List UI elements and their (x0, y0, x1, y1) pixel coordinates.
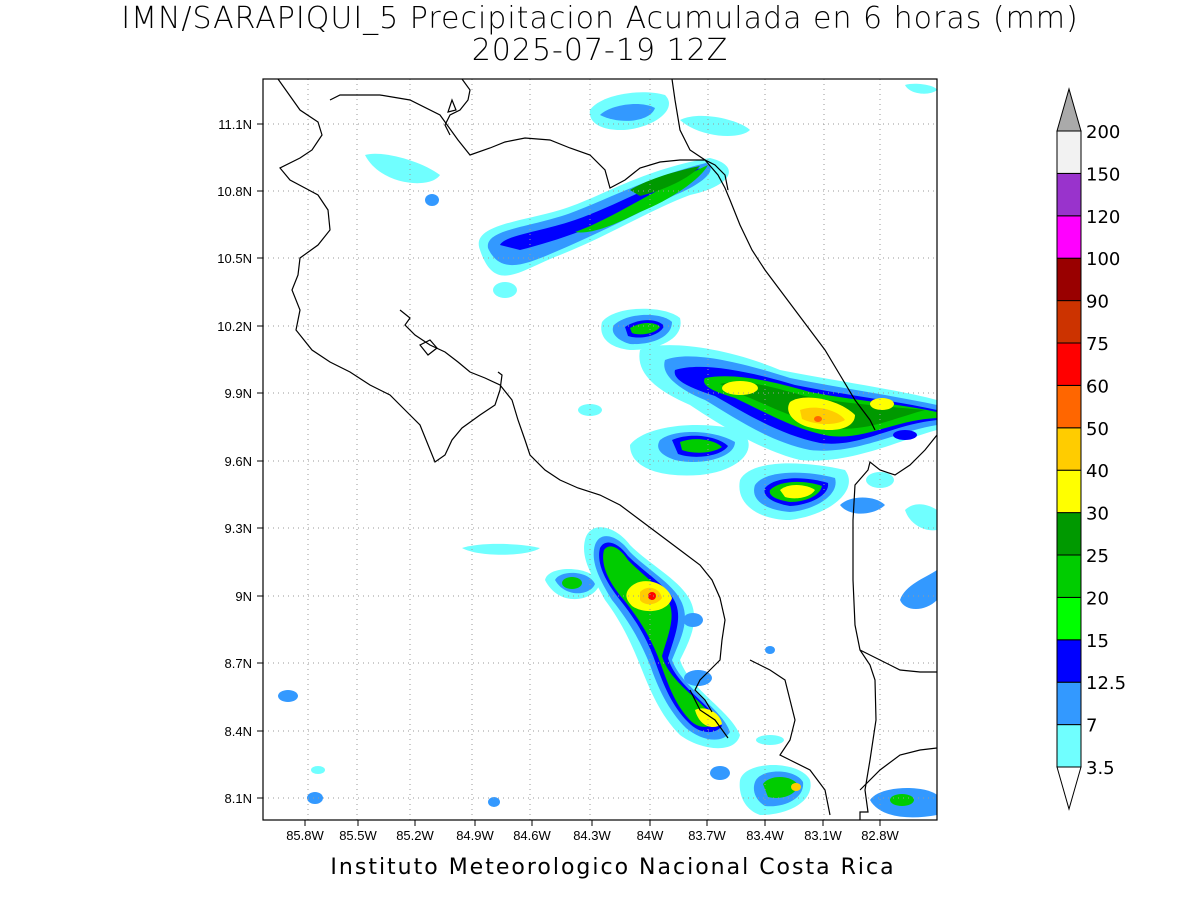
latitude-tick-labels: 11.1N 10.8N 10.5N 10.2N 9.9N 9.6N 9.3N 9… (217, 117, 263, 806)
colorbar-swatch (1056, 681, 1082, 726)
lat-label: 9.3N (225, 521, 252, 536)
colorbar-swatch (1056, 215, 1082, 259)
longitude-tick-labels: 85.8W 85.5W 85.2W 84.9W 84.6W 84.3W 84W … (286, 820, 900, 843)
colorbar-label: 20 (1086, 588, 1109, 609)
colorbar-swatch (1056, 300, 1082, 344)
colorbar-label: 100 (1086, 249, 1120, 270)
colorbar-label: 90 (1086, 292, 1109, 313)
colorbar-label: 75 (1086, 334, 1109, 355)
colorbar-label: 40 (1086, 461, 1109, 482)
lat-label: 8.1N (225, 791, 252, 806)
colorbar-swatch (1056, 596, 1082, 641)
lat-lon-grid (263, 79, 937, 820)
colorbar-swatch (1056, 724, 1082, 768)
colorbar-swatch (1056, 427, 1082, 471)
colorbar-label: 200 (1086, 122, 1120, 143)
lat-label: 8.7N (225, 656, 252, 671)
lat-label: 9N (235, 589, 252, 604)
colorbar-swatch (1056, 384, 1082, 429)
plot-frame (262, 78, 938, 821)
map-subtitle-date: 2025-07-19 12Z (471, 33, 729, 68)
colorbar-swatch (1056, 554, 1082, 598)
colorbar-legend: 3.5 7 12.5 15 20 25 30 40 50 60 75 90 100 120 150 200 (1056, 87, 1126, 811)
colorbar-label: 60 (1086, 376, 1109, 397)
colorbar-label: 120 (1086, 207, 1120, 228)
lat-label: 10.8N (217, 184, 252, 199)
lon-label: 84.3W (573, 828, 611, 843)
colorbar-label: 15 (1086, 631, 1109, 652)
lat-label: 10.5N (217, 251, 252, 266)
lon-label: 83.7W (688, 828, 726, 843)
colorbar-swatch (1056, 512, 1082, 556)
lon-label: 85.5W (339, 828, 377, 843)
lon-label: 84W (637, 828, 664, 843)
lon-label: 85.8W (286, 828, 324, 843)
colorbar-label: 7 (1086, 716, 1097, 737)
precip-cell-north-band (365, 83, 937, 298)
colorbar-swatch (1056, 257, 1082, 302)
lat-label: 9.9N (225, 386, 252, 401)
precip-cell-caribbean (578, 308, 937, 520)
lon-label: 84.6W (513, 828, 551, 843)
lat-label: 11.1N (218, 117, 252, 132)
colorbar-bottom-arrow (1056, 766, 1082, 811)
lon-label: 82.8W (861, 828, 899, 843)
colorbar-swatch (1056, 342, 1082, 386)
precipitation-field (278, 83, 937, 818)
lon-label: 84.9W (456, 828, 494, 843)
map-title: IMN/SARAPIQUI_5 Precipitacion Acumulada … (121, 1, 1079, 36)
colorbar-label: 50 (1086, 419, 1109, 440)
coastlines-borders (277, 79, 937, 820)
colorbar-label: 150 (1086, 164, 1120, 185)
colorbar-swatch (1056, 639, 1082, 683)
lat-label: 10.2N (217, 319, 252, 334)
lon-label: 83.1W (804, 828, 842, 843)
lon-label: 83.4W (746, 828, 784, 843)
colorbar-label: 3.5 (1086, 758, 1115, 779)
colorbar-label: 12.5 (1086, 673, 1126, 694)
lat-label: 9.6N (225, 454, 252, 469)
credit-footer: Instituto Meteorologico Nacional Costa R… (330, 855, 896, 880)
colorbar-top-arrow (1056, 87, 1082, 132)
lon-label: 85.2W (396, 828, 434, 843)
precip-cell-south (278, 504, 937, 818)
colorbar-label: 30 (1086, 504, 1109, 525)
lat-label: 8.4N (225, 724, 252, 739)
colorbar-swatch (1056, 130, 1082, 174)
colorbar-label: 25 (1086, 546, 1109, 567)
colorbar-swatch (1056, 469, 1082, 514)
colorbar-swatch (1056, 172, 1082, 217)
